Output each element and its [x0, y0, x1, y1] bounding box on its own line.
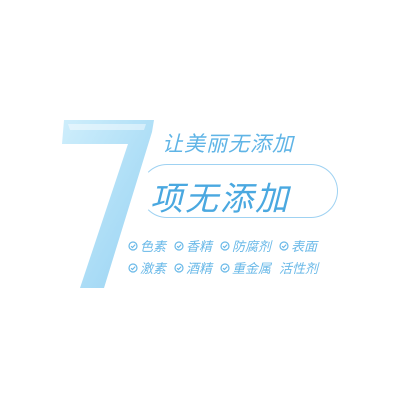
- badge-label: 色素: [140, 240, 167, 255]
- badge-item: 重金属: [220, 258, 271, 277]
- badge-label: 香精: [186, 240, 213, 255]
- badge-item: 活性剂: [279, 258, 318, 277]
- badge-item: 酒精: [174, 258, 212, 277]
- badge-item: 表面: [279, 236, 317, 255]
- badge-row-1: 色素 香精 防腐剂 表面: [128, 236, 317, 255]
- headline-text: 项无添加: [150, 179, 290, 218]
- badge-label: 活性剂: [279, 262, 319, 277]
- badge-item: 色素: [128, 236, 166, 255]
- check-circle-icon: [128, 240, 138, 251]
- headline-outline: [140, 164, 338, 218]
- badge-label: 重金属: [232, 262, 272, 277]
- badge-item: 防腐剂: [220, 236, 271, 255]
- badge-label: 酒精: [186, 262, 213, 277]
- check-circle-icon: [174, 240, 184, 251]
- badge-label: 防腐剂: [232, 240, 272, 255]
- check-circle-icon: [220, 262, 230, 273]
- badge-item: 激素: [128, 258, 166, 277]
- badge-row-2: 激素 酒精 重金属 活性剂: [128, 258, 318, 277]
- check-circle-icon: [174, 262, 184, 273]
- check-circle-icon: [220, 240, 230, 251]
- big-numeral-seven: 7: [58, 116, 158, 291]
- badge-item: 香精: [174, 236, 212, 255]
- badge-label: 激素: [140, 262, 167, 277]
- check-circle-icon: [279, 240, 289, 251]
- tagline-text: 让美丽无添加: [162, 132, 294, 156]
- numeral-seven-shape: [62, 120, 154, 288]
- check-circle-icon: [128, 262, 138, 273]
- badge-label: 表面: [291, 240, 318, 255]
